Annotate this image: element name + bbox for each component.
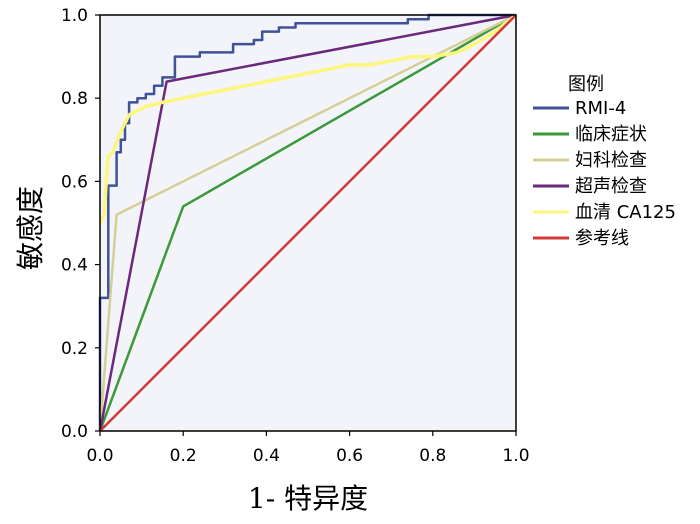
x-tick-label: 1.0 — [502, 446, 529, 466]
legend-label: 血清 CA125 — [575, 202, 676, 223]
series-line-5 — [98, 13, 518, 224]
x-tick-label: 0.4 — [253, 446, 280, 466]
y-tick-label: 0.2 — [61, 339, 88, 359]
x-tick-label: 0.2 — [170, 446, 197, 466]
y-tick-label: 0.4 — [61, 256, 88, 276]
y-tick-label: 0.8 — [61, 89, 88, 109]
legend-label: 超声检查 — [575, 176, 647, 197]
y-tick-label: 0.0 — [61, 422, 88, 442]
x-axis-title: 1- 特异度 — [248, 482, 368, 515]
series-line-3 — [98, 13, 517, 432]
x-tick-label: 0.6 — [336, 446, 363, 466]
plot-frame — [99, 14, 517, 432]
x-tick-label: 0.8 — [419, 446, 446, 466]
series-line-4 — [98, 13, 517, 432]
series-line-6 — [99, 14, 517, 432]
y-tick-label: 0.6 — [61, 172, 88, 192]
x-tick-label: 0.0 — [86, 446, 113, 466]
legend-label: 妇科检查 — [575, 150, 647, 171]
legend-label: 临床症状 — [575, 124, 647, 145]
legend-label: 参考线 — [575, 228, 629, 249]
ticks-layer: 0.0 0.2 0.4 0.6 0.8 1.0 0.0 0.2 0.4 0.6 0.8 1.0 — [61, 6, 530, 466]
legend-title: 图例 — [568, 74, 604, 95]
legend-label: RMI-4 — [575, 98, 626, 119]
y-axis-title: 敏感度 — [14, 186, 47, 270]
y-tick-label: 1.0 — [61, 6, 88, 26]
series-line-1 — [98, 13, 516, 431]
series-layer — [98, 13, 518, 432]
series-line-2 — [98, 13, 517, 432]
